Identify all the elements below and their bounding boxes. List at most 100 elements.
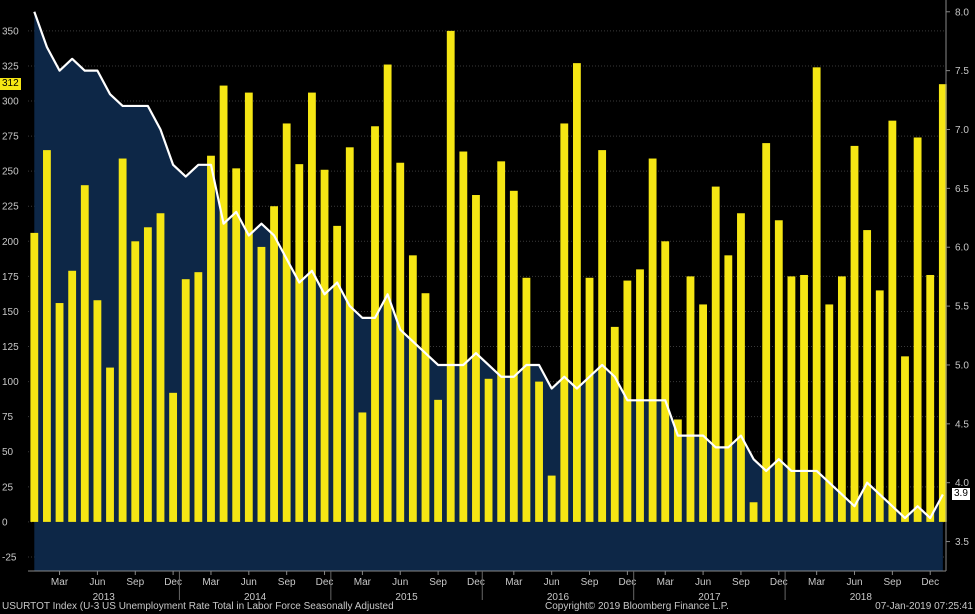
payroll-bar xyxy=(585,277,594,522)
unemployment-rate-line xyxy=(33,11,944,520)
month-tick-label: Jun xyxy=(392,577,408,588)
payroll-bar xyxy=(598,150,607,522)
month-tick-label: Mar xyxy=(505,577,523,588)
payroll-bar xyxy=(93,300,102,522)
last-bar-value-tag: 312 xyxy=(0,78,21,91)
copyright-text: Copyright© 2019 Bloomberg Finance L.P. xyxy=(545,601,729,612)
left-axis-tick-label: 200 xyxy=(2,237,19,248)
payroll-bar xyxy=(913,137,922,522)
payroll-bar xyxy=(863,230,872,522)
payroll-bar xyxy=(219,85,228,522)
payroll-bar xyxy=(875,290,884,522)
payroll-bar xyxy=(333,225,342,522)
payroll-bar xyxy=(535,381,543,522)
month-tick-label: Sep xyxy=(278,577,296,588)
month-tick-label: Jun xyxy=(846,577,862,588)
left-axis-tick-label: 50 xyxy=(2,447,14,458)
payroll-bar xyxy=(396,162,405,522)
payroll-bar xyxy=(320,169,329,522)
payroll-bar xyxy=(850,145,859,522)
year-tick-label: 2015 xyxy=(395,592,418,603)
left-axis-tick-label: 175 xyxy=(2,272,19,283)
payroll-bar xyxy=(484,378,493,522)
month-tick-label: Sep xyxy=(126,577,144,588)
last-rate-value-tag: 3.9 xyxy=(952,488,970,501)
month-tick-label: Dec xyxy=(316,577,334,588)
payroll-bar xyxy=(787,276,796,522)
year-tick-label: 2014 xyxy=(244,592,267,603)
payroll-bar xyxy=(169,392,178,522)
month-tick-label: Mar xyxy=(657,577,675,588)
month-tick-label: Dec xyxy=(618,577,636,588)
month-tick-label: Dec xyxy=(164,577,182,588)
right-axis-tick-label: 8.0 xyxy=(955,7,969,18)
payroll-bar xyxy=(106,367,114,522)
left-axis-tick-label: 350 xyxy=(2,26,19,37)
payroll-bar xyxy=(194,272,203,522)
payroll-bar xyxy=(295,164,304,522)
payroll-bar xyxy=(737,213,745,522)
payroll-bar xyxy=(30,232,39,522)
payroll-bar xyxy=(661,241,670,522)
month-tick-label: Dec xyxy=(770,577,788,588)
payroll-bar xyxy=(610,326,619,522)
payroll-bar xyxy=(308,92,316,522)
payroll-bar xyxy=(901,356,909,522)
right-axis-tick-label: 5.0 xyxy=(955,360,969,371)
payroll-bar xyxy=(244,92,253,522)
month-tick-label: Mar xyxy=(51,577,69,588)
payroll-bar xyxy=(358,412,367,522)
timestamp: 07-Jan-2019 07:25:41 xyxy=(875,601,973,612)
month-tick-label: Sep xyxy=(732,577,750,588)
year-tick-label: 2016 xyxy=(547,592,570,603)
payroll-bar xyxy=(181,279,190,522)
left-axis-tick-label: 300 xyxy=(2,97,19,108)
year-tick-label: 2013 xyxy=(93,592,116,603)
payroll-bar xyxy=(837,276,846,522)
left-axis-tick-label: 100 xyxy=(2,377,19,388)
payroll-bar xyxy=(270,206,278,522)
month-tick-label: Mar xyxy=(808,577,826,588)
payroll-bar xyxy=(434,399,443,522)
payroll-bar xyxy=(547,475,556,522)
series-description: USURTOT Index (U-3 US Unemployment Rate … xyxy=(2,601,394,612)
payroll-bar xyxy=(80,185,89,522)
payroll-bar xyxy=(711,186,720,522)
right-axis-tick-label: 5.5 xyxy=(955,302,969,313)
left-axis-tick-label: 125 xyxy=(2,342,19,353)
payroll-bar xyxy=(800,274,808,522)
payroll-bar xyxy=(232,168,241,522)
payroll-bar xyxy=(68,270,77,522)
chart-footer: USURTOT Index (U-3 US Unemployment Rate … xyxy=(0,600,975,614)
month-tick-label: Sep xyxy=(581,577,599,588)
month-tick-label: Jun xyxy=(695,577,711,588)
payroll-bar xyxy=(636,269,644,522)
right-axis-tick-label: 7.0 xyxy=(955,125,969,136)
payroll-bar xyxy=(497,161,506,522)
left-axis-tick-label: 325 xyxy=(2,61,19,72)
payroll-bar xyxy=(156,213,165,522)
payroll-bar xyxy=(55,303,64,522)
payroll-bar xyxy=(207,155,215,522)
payroll-bar xyxy=(446,30,455,522)
left-axis-tick-label: 25 xyxy=(2,482,14,493)
payroll-bar xyxy=(421,293,430,522)
payroll-bar xyxy=(408,255,417,522)
payroll-bar xyxy=(560,123,569,522)
payroll-bar xyxy=(774,220,783,522)
left-axis-tick-label: 0 xyxy=(2,517,8,528)
left-axis-tick-label: 150 xyxy=(2,307,19,318)
month-tick-label: Jun xyxy=(241,577,257,588)
payroll-bar xyxy=(371,126,379,522)
payroll-bar xyxy=(257,246,266,522)
payroll-bar xyxy=(724,255,733,522)
payroll-bar xyxy=(648,158,657,522)
payroll-bar xyxy=(131,241,140,522)
payroll-bar xyxy=(522,277,531,522)
left-axis-tick-label: 275 xyxy=(2,132,19,143)
payroll-bar xyxy=(118,158,127,522)
payroll-bar xyxy=(825,304,834,522)
payroll-bar xyxy=(143,227,152,522)
payroll-bar xyxy=(383,64,392,522)
right-axis-tick-label: 4.5 xyxy=(955,419,969,430)
